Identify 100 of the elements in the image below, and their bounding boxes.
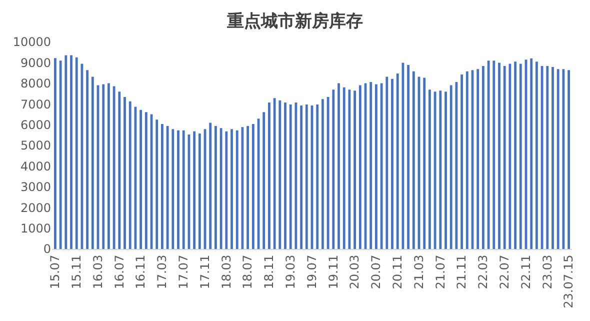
- bar: [482, 66, 484, 249]
- bar: [332, 90, 335, 249]
- bar: [172, 129, 174, 249]
- x-tick-label: 23.07.15: [562, 254, 576, 308]
- bar: [262, 112, 266, 249]
- bar: [284, 102, 286, 249]
- y-tick-label: 0: [43, 242, 51, 256]
- bar: [193, 131, 196, 249]
- bar: [91, 76, 94, 249]
- bar: [182, 130, 185, 249]
- x-tick-label: 15.11: [70, 254, 84, 290]
- bar: [252, 124, 254, 249]
- bar: [220, 128, 222, 249]
- x-tick-label: 16.03: [90, 254, 105, 290]
- bar: [177, 130, 180, 249]
- bar: [102, 84, 105, 249]
- bar: [278, 100, 282, 249]
- bar: [374, 84, 378, 249]
- y-tick-label: 5000: [20, 138, 51, 153]
- bar: [428, 90, 431, 249]
- bar: [519, 64, 522, 249]
- bar: [358, 85, 362, 249]
- bar: [487, 60, 490, 249]
- bar: [300, 106, 302, 249]
- bar: [498, 62, 500, 249]
- bar: [289, 104, 292, 249]
- x-tick-label: 19.11: [326, 254, 340, 290]
- y-tick-label: 1000: [20, 222, 51, 236]
- bar: [439, 90, 442, 249]
- bar: [236, 130, 238, 249]
- x-tick-label: 20.03: [348, 254, 362, 290]
- bar: [305, 104, 308, 249]
- x-tick-label: 21.07: [433, 254, 448, 290]
- bar: [198, 133, 201, 249]
- x-tick-label: 23.03: [540, 254, 554, 290]
- bar: [450, 85, 452, 249]
- bar: [466, 71, 468, 249]
- bar: [370, 82, 372, 249]
- x-tick-label: 20.07: [369, 254, 384, 290]
- x-tick-label: 15.07: [48, 254, 62, 290]
- y-tick-label: 3000: [20, 180, 51, 194]
- bar: [535, 62, 538, 249]
- bar: [124, 97, 126, 249]
- bar: [503, 66, 506, 249]
- bar: [530, 58, 533, 249]
- bar: [166, 126, 169, 249]
- bar: [144, 112, 148, 249]
- bar: [514, 62, 516, 249]
- x-tick-label: 22.03: [476, 254, 490, 290]
- bar: [556, 69, 560, 249]
- bar: [59, 60, 62, 249]
- x-tick-label: 20.11: [390, 254, 404, 290]
- y-tick-label: 2000: [20, 200, 51, 215]
- bar: [402, 62, 404, 249]
- bar: [214, 126, 217, 249]
- y-tick-label: 9000: [20, 56, 51, 70]
- bar: [118, 92, 121, 249]
- bar: [230, 129, 233, 249]
- bar: [546, 66, 549, 249]
- y-tick-label: 8000: [20, 76, 51, 91]
- bar: [161, 124, 164, 249]
- bar: [552, 67, 554, 249]
- bar: [225, 131, 228, 249]
- bar: [444, 92, 447, 249]
- bar: [492, 60, 496, 249]
- x-tick-label: 17.11: [198, 254, 212, 290]
- bar: [54, 58, 56, 249]
- bar: [460, 74, 463, 249]
- y-tick-label: 4000: [20, 159, 51, 174]
- bar: [156, 120, 158, 249]
- x-tick-label: 19.07: [304, 254, 319, 290]
- x-tick-label: 22.11: [518, 254, 533, 290]
- bar: [348, 90, 351, 249]
- bar: [86, 70, 89, 249]
- x-tick-label: 16.07: [112, 254, 126, 290]
- y-tick-label: 10000: [12, 35, 51, 50]
- x-tick-label: 17.03: [155, 254, 170, 290]
- y-tick-label: 7000: [20, 97, 51, 112]
- bar: [476, 69, 480, 249]
- bar: [246, 126, 250, 249]
- bar: [380, 83, 383, 249]
- bar: [562, 69, 565, 249]
- x-tick-label: 21.11: [454, 254, 469, 290]
- bar: [338, 83, 340, 249]
- bar: [434, 92, 436, 249]
- y-tick-label: 6000: [20, 118, 51, 132]
- bar: [268, 102, 270, 249]
- bar: [354, 90, 356, 249]
- bar: [140, 110, 142, 249]
- bar: [391, 78, 394, 249]
- x-tick-label: 22.07: [497, 254, 512, 290]
- bar: [322, 99, 324, 249]
- chart-title: 重点城市新房库存: [226, 11, 363, 32]
- bar: [75, 57, 78, 249]
- x-tick-label: 17.07: [176, 254, 190, 290]
- bar: [412, 71, 415, 249]
- x-tick-label: 16.11: [134, 254, 148, 290]
- bar: [342, 87, 346, 249]
- bar: [455, 82, 458, 249]
- bar: [70, 55, 72, 249]
